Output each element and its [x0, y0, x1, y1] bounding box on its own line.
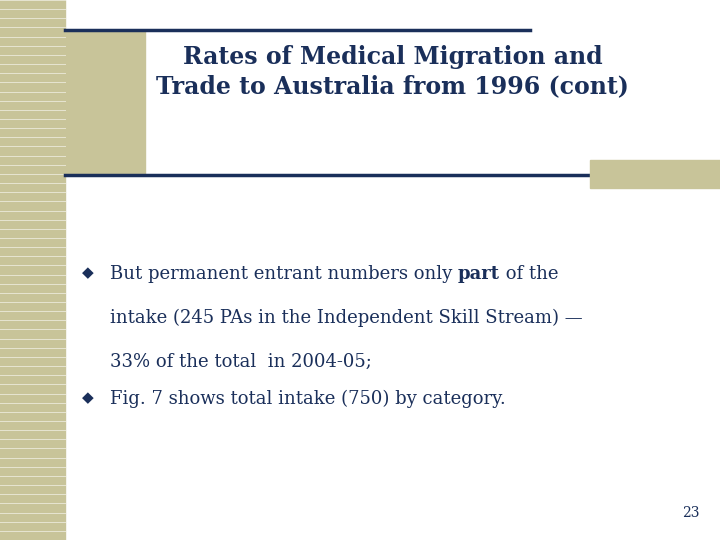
- Text: 23: 23: [683, 506, 700, 520]
- Text: Fig. 7 shows total intake (750) by category.: Fig. 7 shows total intake (750) by categ…: [110, 390, 505, 408]
- Text: part: part: [458, 265, 500, 283]
- Text: ◆: ◆: [82, 390, 94, 405]
- Text: Rates of Medical Migration and
Trade to Australia from 1996 (cont): Rates of Medical Migration and Trade to …: [156, 45, 629, 98]
- Text: intake (245 PAs in the Independent Skill Stream) —: intake (245 PAs in the Independent Skill…: [110, 309, 582, 327]
- Text: But permanent entrant numbers only: But permanent entrant numbers only: [110, 265, 458, 283]
- Text: 33% of the total  in 2004-05;: 33% of the total in 2004-05;: [110, 353, 372, 371]
- Text: of the: of the: [500, 265, 559, 283]
- Text: ◆: ◆: [82, 265, 94, 280]
